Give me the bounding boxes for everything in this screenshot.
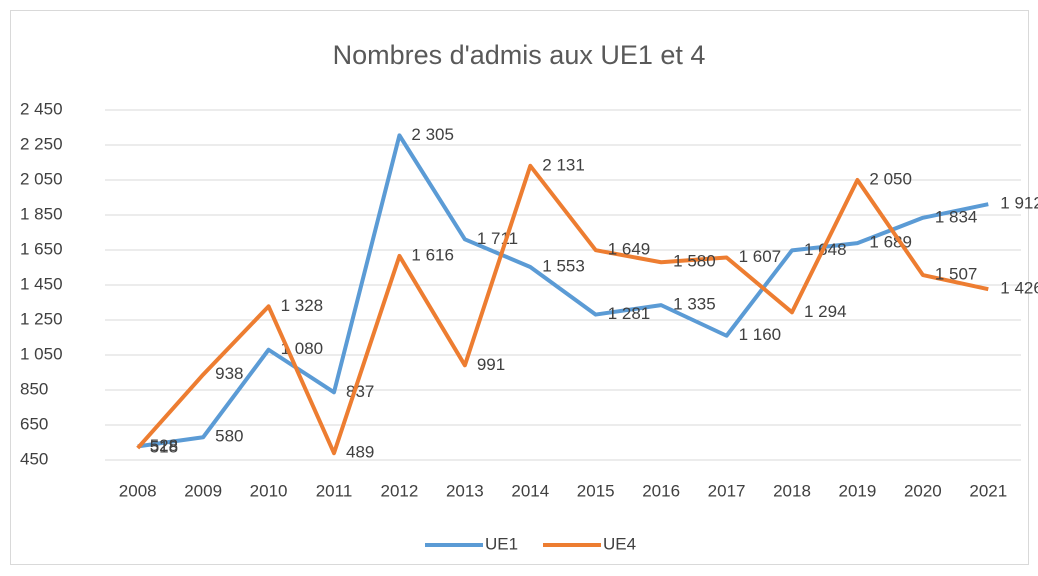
x-tick-label: 2009 bbox=[184, 481, 222, 500]
x-tick-label: 2021 bbox=[969, 481, 1007, 500]
x-tick-label: 2010 bbox=[250, 481, 288, 500]
data-label: 1 607 bbox=[739, 247, 782, 266]
data-label: 1 281 bbox=[608, 304, 651, 323]
y-tick-label: 450 bbox=[20, 449, 48, 468]
legend-label: UE1 bbox=[485, 534, 518, 553]
x-tick-label: 2014 bbox=[511, 481, 549, 500]
data-label: 1 912 bbox=[1000, 194, 1038, 213]
legend-label: UE4 bbox=[603, 534, 636, 553]
data-label: 1 834 bbox=[935, 207, 978, 226]
y-tick-label: 850 bbox=[20, 379, 48, 398]
data-label: 489 bbox=[346, 443, 374, 462]
data-label: 1 711 bbox=[477, 229, 518, 248]
chart-title: Nombres d'admis aux UE1 et 4 bbox=[333, 40, 706, 70]
x-tick-label: 2011 bbox=[316, 481, 353, 500]
x-tick-label: 2019 bbox=[839, 481, 877, 500]
y-tick-label: 2 050 bbox=[20, 169, 63, 188]
x-tick-label: 2008 bbox=[119, 481, 157, 500]
data-label: 991 bbox=[477, 355, 505, 374]
chart-border bbox=[10, 10, 1029, 565]
data-label: 938 bbox=[215, 364, 243, 383]
data-label: 580 bbox=[215, 427, 243, 446]
data-label: 528 bbox=[150, 436, 178, 455]
data-label: 1 553 bbox=[542, 256, 585, 275]
line-series bbox=[136, 163, 989, 456]
data-label: 1 335 bbox=[673, 295, 716, 314]
y-tick-label: 650 bbox=[20, 414, 48, 433]
x-tick-label: 2013 bbox=[446, 481, 484, 500]
data-label: 2 131 bbox=[542, 155, 585, 174]
data-label: 1 294 bbox=[804, 302, 847, 321]
data-label: 518 bbox=[150, 438, 178, 457]
data-label: 1 580 bbox=[673, 252, 716, 271]
y-tick-label: 1 050 bbox=[20, 344, 63, 363]
data-label: 2 305 bbox=[411, 125, 454, 144]
x-tick-label: 2017 bbox=[708, 481, 746, 500]
line-series bbox=[137, 133, 989, 449]
data-label: 1 616 bbox=[411, 245, 454, 264]
data-label: 2 050 bbox=[869, 169, 912, 188]
y-tick-label: 1 250 bbox=[20, 309, 63, 328]
y-tick-label: 2 250 bbox=[20, 134, 63, 153]
data-label: 1 328 bbox=[281, 296, 324, 315]
x-tick-label: 2018 bbox=[773, 481, 811, 500]
data-label: 1 160 bbox=[739, 325, 782, 344]
x-tick-label: 2016 bbox=[642, 481, 680, 500]
x-tick-label: 2020 bbox=[904, 481, 942, 500]
y-tick-label: 1 850 bbox=[20, 204, 63, 223]
data-label: 1 426 bbox=[1000, 279, 1038, 298]
y-tick-label: 2 450 bbox=[20, 99, 63, 118]
y-tick-label: 1 450 bbox=[20, 274, 63, 293]
y-tick-label: 1 650 bbox=[20, 239, 63, 258]
data-label: 1 507 bbox=[935, 265, 978, 284]
x-tick-label: 2012 bbox=[381, 481, 419, 500]
data-label: 1 649 bbox=[608, 240, 651, 259]
x-tick-label: 2015 bbox=[577, 481, 615, 500]
